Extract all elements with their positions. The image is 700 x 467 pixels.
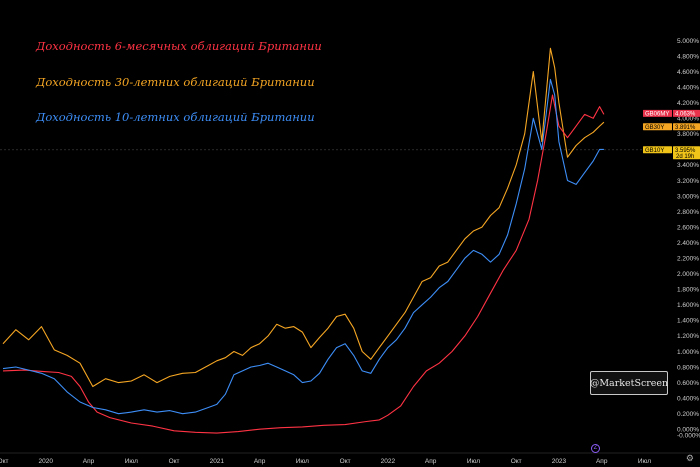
- y-axis: 5.000% 4.800% 4.600% 4.400% 4.200% 4.000% 3.80…: [677, 38, 700, 440]
- y-tick-label: 0.800%: [677, 364, 699, 371]
- price-tag-gb06my: GB06MY 4.063%: [643, 109, 700, 118]
- y-tick-label: 3.400%: [677, 162, 699, 169]
- x-tick-label: Июл: [125, 458, 138, 465]
- series-line-gb30y: [2, 47, 605, 388]
- y-tick-label: 2.200%: [677, 256, 699, 263]
- price-tags: GB06MY 4.063% GB30Y 3.891% GB10Y 3.595%2d 19h: [643, 109, 700, 160]
- y-tick-label: 0.600%: [677, 380, 699, 387]
- price-tag-countdown: 2d 19h: [676, 154, 694, 160]
- y-tick-label: 0.000%: [677, 427, 699, 434]
- x-tick-label: 2021: [210, 458, 225, 465]
- y-tick-label: 1.800%: [677, 287, 699, 294]
- y-tick-label: 1.600%: [677, 302, 699, 309]
- y-tick-label: 2.600%: [677, 224, 699, 231]
- x-tick-label: 2020: [39, 458, 54, 465]
- y-tick-label: 1.200%: [677, 333, 699, 340]
- x-tick-label: Окт: [340, 458, 351, 465]
- x-tick-label: Апр: [254, 458, 266, 465]
- x-tick-label: Июл: [467, 458, 480, 465]
- legend: Доходность 6-месячных облигаций Британии…: [35, 39, 322, 124]
- price-tag-gb10y: GB10Y 3.595%2d 19h: [643, 146, 700, 160]
- y-tick-label: 4.400%: [677, 84, 699, 91]
- y-tick-label: 2.400%: [677, 240, 699, 247]
- price-tag-label: GB30Y: [645, 125, 664, 131]
- x-tick-label: Июл: [638, 458, 651, 465]
- event-flag-icon[interactable]: Z: [591, 444, 600, 453]
- price-tag-label: GB06MY: [645, 112, 669, 118]
- x-axis: Окт 2020 Апр Июл Окт 2021 Апр Июл Окт 2022 Апр Июл О…: [0, 452, 700, 465]
- y-tick-label: 3.000%: [677, 193, 699, 200]
- y-tick-label: 3.200%: [677, 178, 699, 185]
- y-tick-label: 0.400%: [677, 395, 699, 402]
- y-tick-label: 1.000%: [677, 349, 699, 356]
- y-tick-label: 0.200%: [677, 411, 699, 418]
- x-tick-label: Июл: [296, 458, 309, 465]
- y-tick-label: 4.200%: [677, 100, 699, 107]
- y-tick-label: 3.800%: [677, 131, 699, 138]
- legend-entry: Доходность 10-летних облигаций Британии: [35, 110, 315, 124]
- gear-icon[interactable]: ⚙: [685, 453, 694, 463]
- y-tick-label: 4.600%: [677, 69, 699, 76]
- y-tick-label: 5.000%: [677, 38, 699, 45]
- y-tick-label: 4.800%: [677, 53, 699, 60]
- y-tick-label: -0.000%: [677, 433, 700, 440]
- series-line-gb06my: [2, 94, 605, 434]
- price-tag-value: 4.063%: [675, 112, 696, 118]
- x-tick-label: Окт: [169, 458, 180, 465]
- price-tag-value: 3.891%: [675, 125, 696, 131]
- y-tick-label: 4.000%: [677, 116, 699, 123]
- legend-entry: Доходность 6-месячных облигаций Британии: [35, 39, 322, 53]
- event-flag-label: Z: [593, 445, 598, 451]
- price-tag-gb30y: GB30Y 3.891%: [643, 123, 700, 131]
- watermark-text: @MarketScreen: [589, 377, 669, 389]
- x-tick-label: 2023: [552, 458, 567, 465]
- y-tick-label: 2.000%: [677, 271, 699, 278]
- x-tick-label: Окт: [511, 458, 522, 465]
- x-tick-label: Окт: [0, 458, 8, 465]
- series-line-gb10y: [2, 78, 604, 415]
- legend-entry: Доходность 30-летних облигаций Британии: [35, 75, 315, 89]
- price-tag-value: 3.595%: [675, 148, 696, 154]
- x-tick-label: Апр: [425, 458, 437, 465]
- y-tick-label: 2.800%: [677, 209, 699, 216]
- x-tick-label: Апр: [83, 458, 95, 465]
- x-tick-label: Апр: [596, 458, 608, 465]
- x-tick-label: 2022: [381, 458, 396, 465]
- y-tick-label: 1.400%: [677, 318, 699, 325]
- series-group: [2, 47, 605, 434]
- watermark: @MarketScreen: [590, 371, 668, 395]
- price-tag-label: GB10Y: [645, 148, 664, 154]
